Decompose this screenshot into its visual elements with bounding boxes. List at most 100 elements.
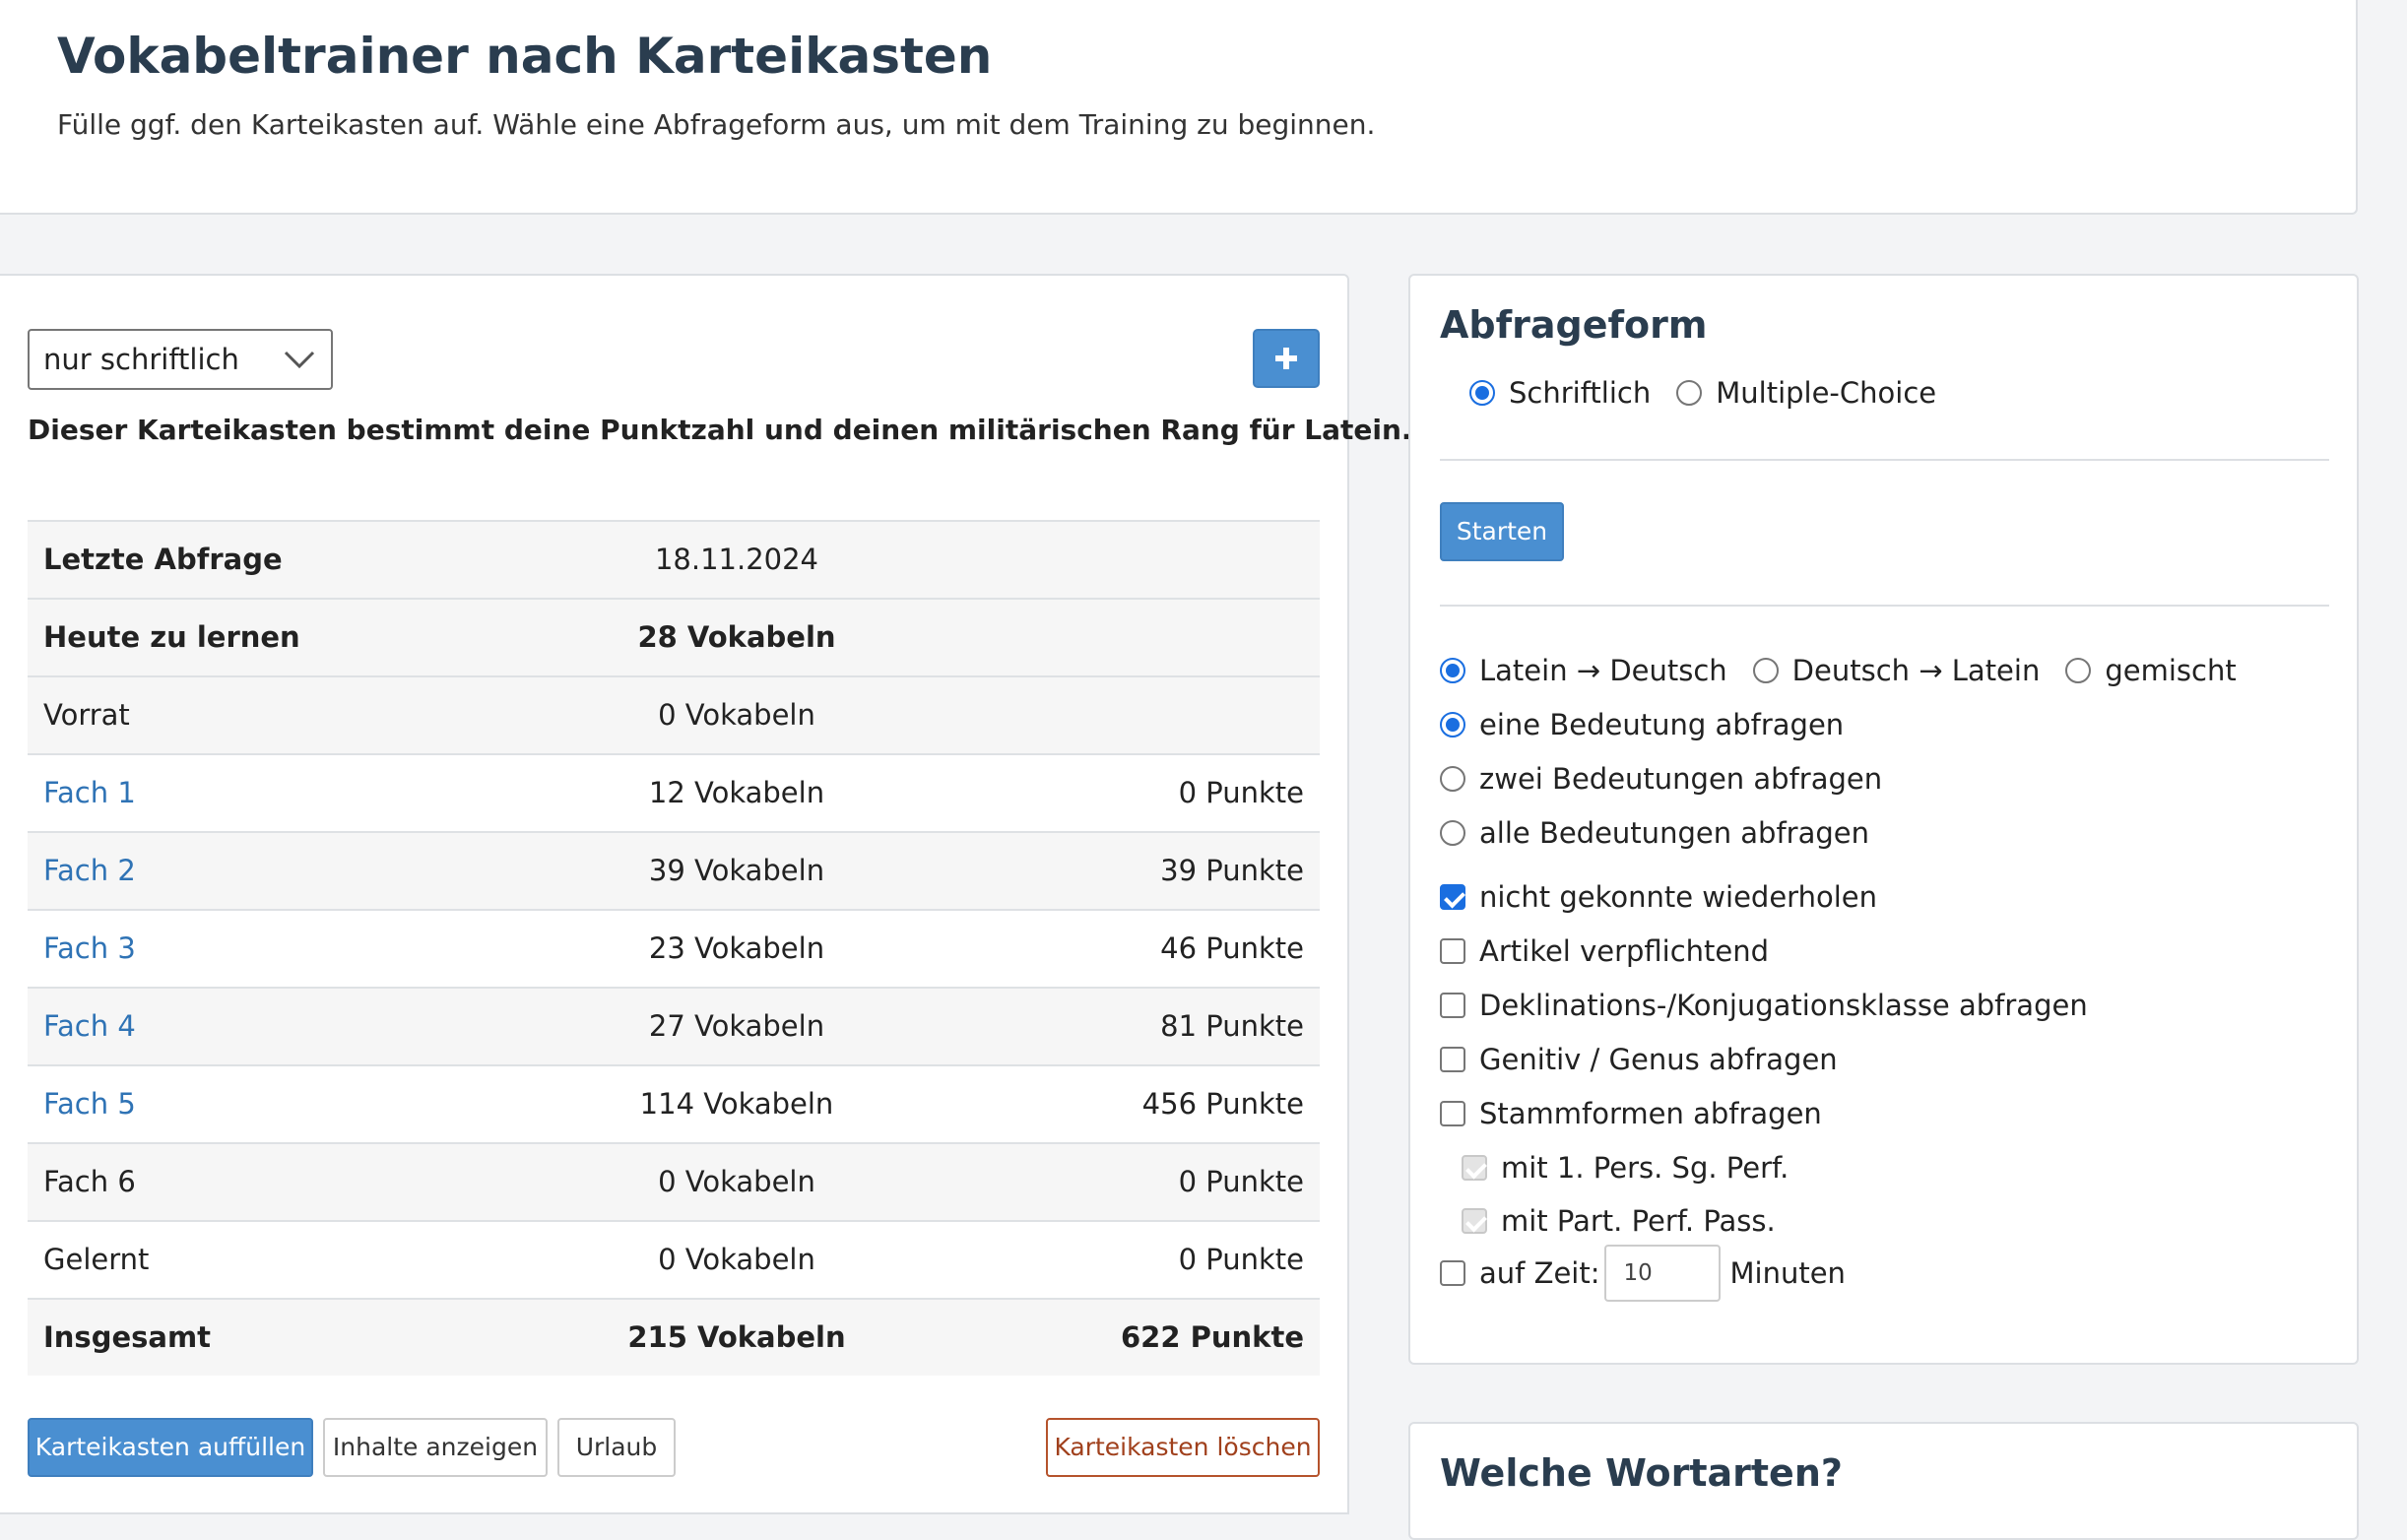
- row-value: 39 Vokabeln: [648, 854, 825, 887]
- declension-label: Deklinations-/Konjugationsklasse abfrage…: [1479, 989, 2088, 1022]
- table-row: Fach 3 23 Vokabeln 46 Punkte: [28, 909, 1320, 987]
- row-label: Heute zu lernen: [43, 620, 300, 654]
- checkbox-repeat-failed[interactable]: [1440, 884, 1465, 910]
- timed-option: auf Zeit: 10 Minuten: [1440, 1245, 1846, 1302]
- fach-2-link[interactable]: Fach 2: [43, 854, 136, 887]
- radio-latin-german[interactable]: [1440, 658, 1465, 683]
- divider: [1440, 459, 2329, 461]
- dir-de-lat-label: Deutsch → Latein: [1791, 654, 2041, 687]
- repeat-failed-option[interactable]: nicht gekonnte wiederholen: [1440, 880, 1877, 914]
- checkbox-perf-1sg: [1462, 1155, 1487, 1181]
- show-contents-button[interactable]: Inhalte anzeigen: [323, 1418, 548, 1477]
- timed-unit-label: Minuten: [1729, 1256, 1846, 1290]
- row-value: 0 Vokabeln: [658, 698, 815, 732]
- delete-box-button[interactable]: Karteikasten löschen: [1046, 1418, 1320, 1477]
- radio-mixed[interactable]: [2065, 658, 2092, 683]
- fill-box-button[interactable]: Karteikasten auffüllen: [28, 1418, 313, 1477]
- timed-label: auf Zeit:: [1479, 1256, 1600, 1290]
- plus-icon: [1275, 348, 1297, 369]
- direction-options: Latein → Deutsch Deutsch → Latein gemisc…: [1440, 654, 2237, 687]
- divider: [1440, 605, 2329, 607]
- row-value: 114 Vokabeln: [639, 1087, 834, 1121]
- vacation-button[interactable]: Urlaub: [557, 1418, 676, 1477]
- article-required-option[interactable]: Artikel verpflichtend: [1440, 934, 1769, 968]
- all-meanings-label: alle Bedeutungen abfragen: [1479, 816, 1870, 850]
- table-row: Fach 5 114 Vokabeln 456 Punkte: [28, 1064, 1320, 1142]
- row-label: Letzte Abfrage: [43, 543, 283, 576]
- perf-1sg-label: mit 1. Pers. Sg. Perf.: [1501, 1151, 1789, 1185]
- page-subtitle: Fülle ggf. den Karteikasten auf. Wähle e…: [57, 108, 1376, 141]
- table-row: Fach 1 12 Vokabeln 0 Punkte: [28, 753, 1320, 831]
- genitive-label: Genitiv / Genus abfragen: [1479, 1043, 1838, 1076]
- row-points: 456 Punkte: [1141, 1087, 1304, 1121]
- genitive-option[interactable]: Genitiv / Genus abfragen: [1440, 1043, 1838, 1076]
- one-meaning-label: eine Bedeutung abfragen: [1479, 708, 1845, 741]
- form-written-option[interactable]: Schriftlich Multiple-Choice: [1469, 376, 1936, 410]
- row-points: 81 Punkte: [1160, 1009, 1304, 1043]
- radio-one-meaning[interactable]: [1440, 712, 1465, 738]
- radio-written[interactable]: [1469, 380, 1495, 406]
- row-points: 46 Punkte: [1160, 931, 1304, 965]
- add-button[interactable]: [1253, 329, 1320, 388]
- table-row: Letzte Abfrage 18.11.2024: [28, 520, 1320, 598]
- row-points: 622 Punkte: [1121, 1320, 1304, 1354]
- perf-1sg-option: mit 1. Pers. Sg. Perf.: [1462, 1151, 1789, 1185]
- radio-german-latin[interactable]: [1752, 658, 1779, 683]
- part-perf-label: mit Part. Perf. Pass.: [1501, 1204, 1776, 1238]
- table-row: Heute zu lernen 28 Vokabeln: [28, 598, 1320, 675]
- fach-3-link[interactable]: Fach 3: [43, 931, 136, 965]
- radio-all-meanings[interactable]: [1440, 820, 1465, 846]
- checkbox-genitive[interactable]: [1440, 1047, 1465, 1072]
- two-meanings-label: zwei Bedeutungen abfragen: [1479, 762, 1883, 796]
- row-value: 12 Vokabeln: [648, 776, 825, 809]
- table-row: Fach 4 27 Vokabeln 81 Punkte: [28, 987, 1320, 1064]
- row-label: Gelernt: [43, 1243, 150, 1276]
- mode-select-value: nur schriftlich: [43, 343, 239, 376]
- row-value: 0 Vokabeln: [658, 1243, 815, 1276]
- table-row: Vorrat 0 Vokabeln: [28, 675, 1320, 753]
- radio-two-meanings[interactable]: [1440, 766, 1465, 792]
- stem-forms-option[interactable]: Stammformen abfragen: [1440, 1097, 1822, 1130]
- form-written-label: Schriftlich: [1509, 376, 1652, 410]
- row-points: 0 Punkte: [1178, 1165, 1304, 1198]
- row-label: Vorrat: [43, 698, 130, 732]
- row-points: 0 Punkte: [1178, 776, 1304, 809]
- wortarten-panel: Welche Wortarten?: [1408, 1422, 2359, 1540]
- dir-mixed-label: gemischt: [2105, 654, 2237, 687]
- row-value: 215 Vokabeln: [627, 1320, 846, 1354]
- row-label: Fach 6: [43, 1165, 136, 1198]
- abfrageform-panel: Abfrageform Schriftlich Multiple-Choice …: [1408, 274, 2359, 1365]
- checkbox-stem-forms[interactable]: [1440, 1101, 1465, 1126]
- one-meaning-option[interactable]: eine Bedeutung abfragen: [1440, 708, 1844, 741]
- table-row: Fach 2 39 Vokabeln 39 Punkte: [28, 831, 1320, 909]
- declension-option[interactable]: Deklinations-/Konjugationsklasse abfrage…: [1440, 989, 2088, 1022]
- row-label: Insgesamt: [43, 1320, 212, 1354]
- abfrageform-title: Abfrageform: [1440, 303, 1708, 347]
- mode-select[interactable]: nur schriftlich: [28, 329, 333, 390]
- radio-multiple-choice[interactable]: [1676, 380, 1703, 406]
- row-value: 27 Vokabeln: [648, 1009, 825, 1043]
- checkbox-part-perf: [1462, 1208, 1487, 1234]
- time-input[interactable]: 10: [1603, 1245, 1721, 1302]
- form-mc-label: Multiple-Choice: [1716, 376, 1937, 410]
- header-panel: Vokabeltrainer nach Karteikasten Fülle g…: [0, 0, 2358, 215]
- table-row-total: Insgesamt 215 Vokabeln 622 Punkte: [28, 1298, 1320, 1376]
- stem-forms-label: Stammformen abfragen: [1479, 1097, 1822, 1130]
- chevron-down-icon: [284, 351, 315, 369]
- row-points: 0 Punkte: [1178, 1243, 1304, 1276]
- fach-1-link[interactable]: Fach 1: [43, 776, 136, 809]
- part-perf-option: mit Part. Perf. Pass.: [1462, 1204, 1776, 1238]
- start-button[interactable]: Starten: [1440, 502, 1564, 561]
- karteikasten-panel: nur schriftlich Dieser Karteikasten best…: [0, 274, 1412, 1514]
- table-row: Fach 6 0 Vokabeln 0 Punkte: [28, 1142, 1320, 1220]
- fach-5-link[interactable]: Fach 5: [43, 1087, 136, 1121]
- checkbox-timed[interactable]: [1440, 1260, 1465, 1286]
- checkbox-article-required[interactable]: [1440, 938, 1465, 964]
- stats-table: Letzte Abfrage 18.11.2024 Heute zu lerne…: [28, 520, 1320, 1376]
- fach-4-link[interactable]: Fach 4: [43, 1009, 136, 1043]
- row-value: 18.11.2024: [654, 543, 819, 576]
- all-meanings-option[interactable]: alle Bedeutungen abfragen: [1440, 816, 1869, 850]
- two-meanings-option[interactable]: zwei Bedeutungen abfragen: [1440, 762, 1882, 796]
- article-required-label: Artikel verpflichtend: [1479, 934, 1770, 968]
- checkbox-declension[interactable]: [1440, 993, 1465, 1018]
